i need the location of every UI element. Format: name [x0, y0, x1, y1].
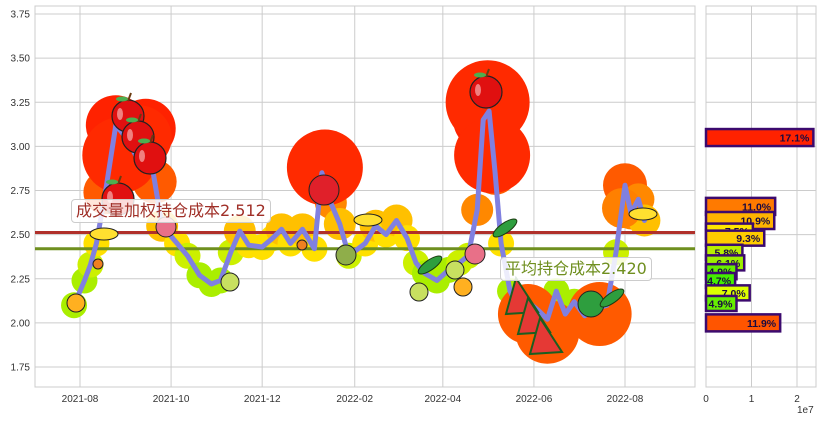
kiwi-icon	[220, 272, 240, 292]
histogram-bar-label: 9.3%	[736, 233, 761, 245]
histogram-bar: 11.0%	[704, 196, 777, 217]
histogram-scale-label: 1e7	[797, 405, 814, 416]
apple-icon	[111, 92, 145, 133]
volume-histogram: 17.1%11.0%10.9%7.5%9.3%5.8%6.1%4.9%4.7%7…	[703, 5, 817, 416]
x-tick-label: 2022-08	[607, 394, 644, 405]
histogram-bar-label: 11.9%	[747, 318, 777, 330]
x-axis-ticks: 2021-08 2021-10 2021-12 2022-02 2022-04 2022-…	[62, 394, 644, 405]
y-tick-label: 2.25	[11, 274, 31, 285]
histogram-bar: 11.9%	[704, 313, 782, 333]
y-tick-label: 3.50	[11, 54, 31, 65]
histogram-x-tick-label: 1	[749, 394, 755, 405]
histogram-bar: 7.0%	[704, 284, 751, 302]
y-tick-label: 2.75	[11, 186, 31, 197]
y-tick-label: 2.00	[11, 318, 31, 329]
pineapple-icon	[453, 277, 473, 297]
x-tick-label: 2021-10	[153, 394, 190, 405]
x-tick-label: 2022-04	[424, 394, 461, 405]
banana-icon	[89, 227, 119, 241]
carrot-icon	[296, 239, 308, 251]
histogram-x-tick-label: 2	[794, 394, 800, 405]
y-tick-label: 2.50	[11, 230, 31, 241]
y-tick-label: 3.25	[11, 98, 31, 109]
y-tick-label: 3.75	[11, 10, 31, 21]
main-grid	[35, 6, 695, 387]
histogram-x-ticks: 0 1 2	[703, 394, 800, 405]
histogram-bar: 9.3%	[704, 229, 766, 247]
cost-bubble	[286, 129, 363, 206]
kiwi-icon	[409, 282, 429, 302]
peas-icon	[492, 218, 518, 238]
pineapple-icon	[66, 293, 86, 313]
histogram-bar-label: 17.1%	[780, 133, 810, 145]
histogram-bar: 17.1%	[704, 127, 815, 148]
watermelon-slice-icon	[528, 315, 564, 356]
y-tick-label: 1.75	[11, 363, 31, 374]
histogram-x-tick-label: 0	[703, 394, 709, 405]
y-tick-label: 3.00	[11, 142, 31, 153]
strawberry-icon	[308, 174, 340, 206]
average-cost-label: 平均持仓成本2.420	[500, 257, 652, 281]
banana-icon	[353, 213, 383, 227]
y-axis-ticks: 1.75 2.00 2.25 2.50 2.75 3.00 3.25 3.50 3.75	[11, 10, 31, 374]
weighted-cost-label: 成交量加权持仓成本2.512	[71, 199, 271, 223]
banana-icon	[628, 207, 658, 221]
apple-icon	[133, 134, 167, 175]
radish-icon	[464, 243, 486, 265]
peas-icon	[599, 288, 625, 308]
main-plot: 1.75 2.00 2.25 2.50 2.75 3.00 3.25 3.50 3.75 202…	[11, 5, 696, 405]
x-tick-label: 2021-08	[62, 394, 99, 405]
cost-lines	[35, 231, 695, 251]
x-tick-label: 2021-12	[244, 394, 281, 405]
x-tick-label: 2022-02	[336, 394, 373, 405]
x-tick-label: 2022-06	[516, 394, 553, 405]
histogram-bar-label: 4.9%	[709, 298, 734, 310]
histogram-bar-label: 11.0%	[742, 201, 772, 213]
peas-icon	[417, 255, 443, 275]
kiwi-icon	[445, 260, 465, 280]
pear-icon	[335, 244, 357, 266]
histogram-bars: 17.1%11.0%10.9%7.5%9.3%5.8%6.1%4.9%4.7%7…	[704, 127, 815, 333]
histogram-bar: 4.9%	[704, 294, 738, 313]
apple-icon	[469, 68, 503, 109]
carrot-icon	[92, 258, 104, 270]
